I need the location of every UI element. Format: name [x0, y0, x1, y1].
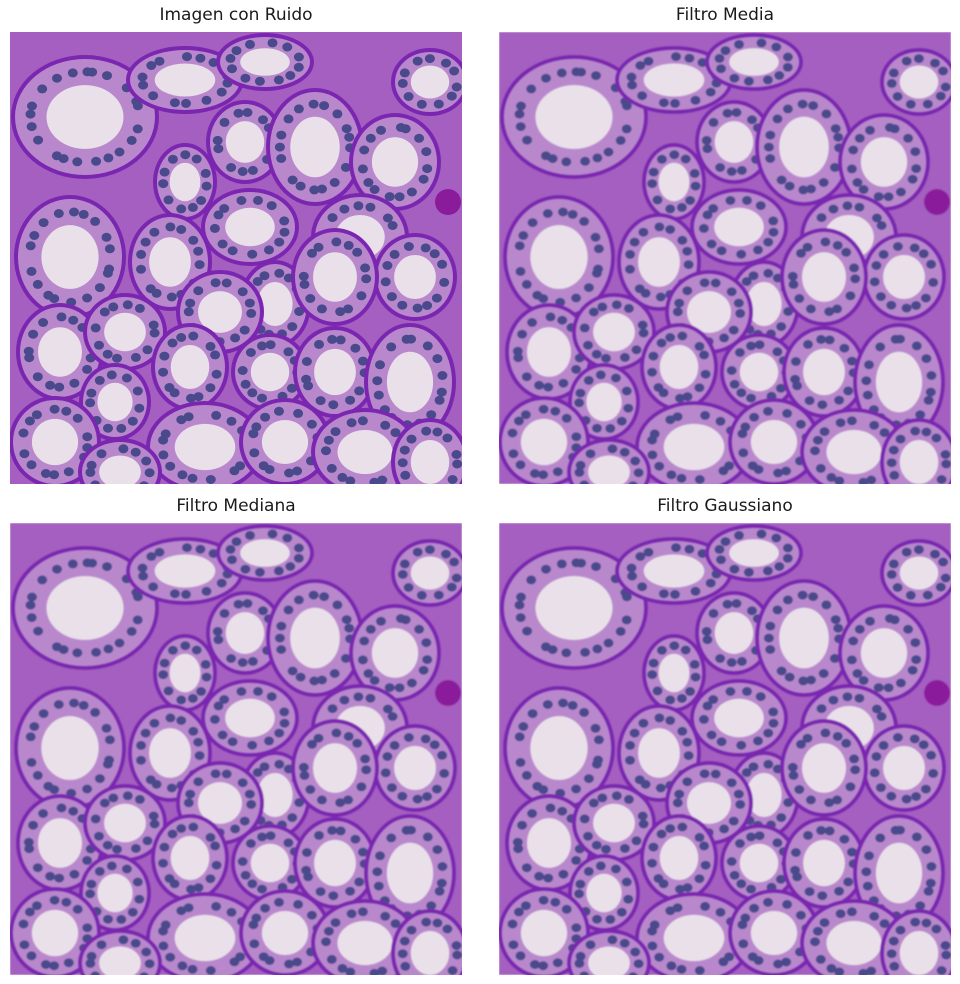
tissue-image	[499, 523, 951, 975]
tissue-image	[10, 32, 462, 484]
panel-title: Filtro Gaussiano	[657, 496, 793, 516]
tissue-image	[10, 523, 462, 975]
tissue-image	[499, 32, 951, 484]
panel-title: Filtro Media	[675, 5, 775, 25]
panel-title: Filtro Mediana	[176, 496, 296, 516]
panel-title: Imagen con Ruido	[159, 5, 313, 25]
